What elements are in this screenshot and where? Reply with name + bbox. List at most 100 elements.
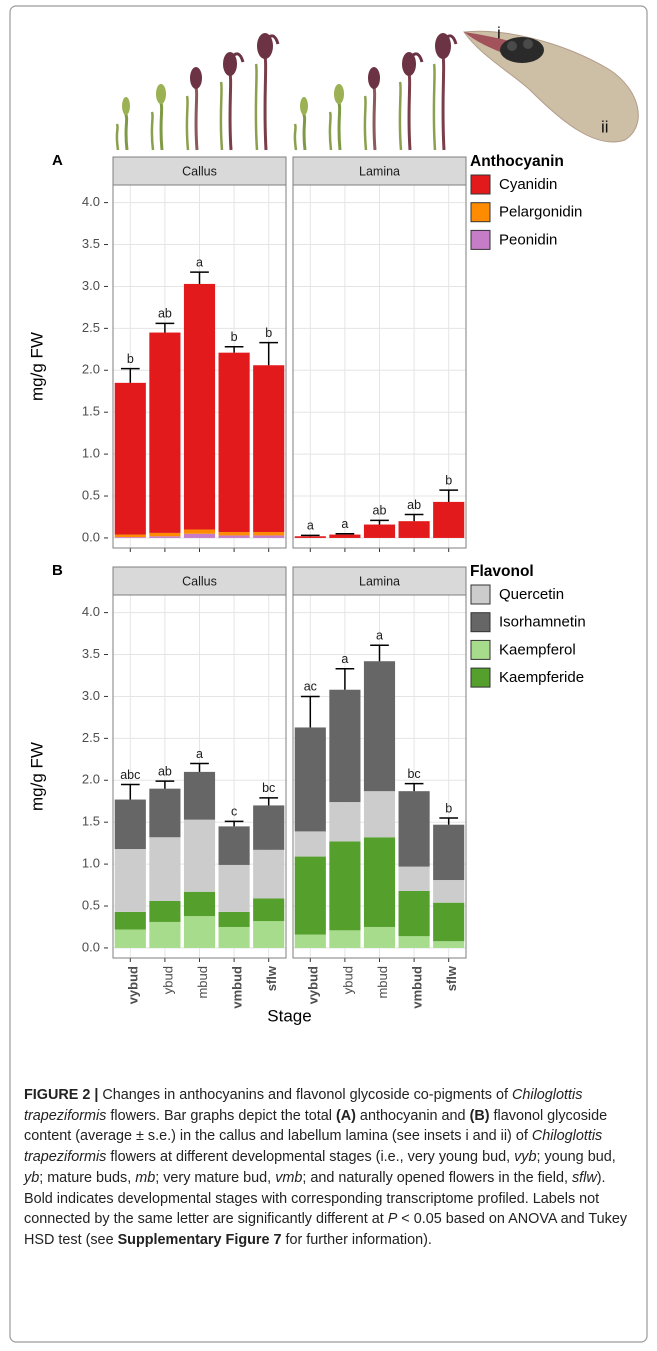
caption-run: vmb (275, 1169, 303, 1186)
bar-segment (294, 856, 326, 935)
legend-label: Peonidin (499, 231, 557, 248)
callus-gland (507, 41, 517, 51)
bar-segment (433, 941, 465, 948)
bar-segment (149, 921, 181, 948)
flower-stem (363, 95, 368, 151)
bar-segment (433, 880, 465, 903)
error-bar (224, 820, 244, 827)
flower-petal (264, 34, 280, 45)
significance-letter: b (265, 326, 272, 340)
bar-segment (329, 534, 361, 538)
bar-segment (363, 791, 396, 838)
y-tick-label: 3.5 (82, 236, 100, 251)
y-tick-label: 1.5 (82, 404, 100, 419)
significance-letter: a (341, 652, 348, 666)
flower-bud (402, 52, 416, 76)
caption-run: P (387, 1211, 398, 1228)
bar-segment (329, 689, 361, 803)
caption-run: ). Bold indicates developmental stages w… (24, 1169, 606, 1228)
significance-letter: ac (304, 680, 317, 694)
flower-bud (156, 84, 166, 104)
y-tick-label: 2.5 (82, 320, 100, 335)
bar-segment (294, 536, 326, 538)
y-tick-label: 3.0 (82, 278, 100, 293)
facet-strip (112, 156, 287, 186)
facet-strip (292, 566, 467, 596)
bar-segment (218, 352, 250, 533)
bar-segment (183, 819, 216, 892)
caption-run: sflw (571, 1169, 597, 1186)
significance-letter: ab (158, 307, 172, 321)
bar-segment (218, 864, 250, 912)
bar-segment (114, 382, 146, 535)
bar-segment (363, 661, 396, 792)
flower-stem (432, 63, 437, 151)
significance-letter: ab (373, 504, 387, 518)
caption-run: Chiloglottis trapeziformis (24, 1128, 603, 1166)
bar-segment (114, 929, 146, 948)
facet-strip (292, 156, 467, 186)
caption-run: flowers at different developmental stage… (106, 1149, 515, 1166)
bar-segment (433, 902, 465, 942)
caption-run: ; and naturally opened flowers in the fi… (302, 1169, 572, 1186)
x-tick-label: vybud (306, 966, 321, 1004)
bar-segment (183, 916, 216, 948)
bar-segment (398, 791, 430, 867)
bar-segment (149, 837, 181, 901)
legend-key (470, 202, 491, 223)
flower-stem (193, 83, 199, 151)
error-bar (155, 322, 175, 333)
legend-label: Pelargonidin (499, 204, 582, 221)
bar-segment (149, 532, 181, 537)
bar-segment (253, 849, 285, 899)
bar-segment (329, 930, 361, 948)
error-bar (370, 519, 389, 525)
caption: FIGURE 2 | Changes in anthocyanins and f… (24, 1085, 636, 1251)
legend-key (470, 229, 491, 250)
significance-letter: b (445, 473, 452, 487)
callus-photo (500, 37, 544, 63)
x-tick-label: ybud (160, 966, 175, 994)
flower-stem (115, 123, 120, 151)
y-axis-label: mg/g FW (27, 742, 46, 811)
significance-letter: b (127, 352, 134, 366)
x-tick-label: sflw (264, 965, 279, 991)
legend-key (470, 174, 491, 195)
bar-segment (398, 866, 430, 891)
bar-segment (253, 532, 285, 536)
bar-segment (363, 926, 396, 948)
caption-run: Chiloglottis trapeziformis (24, 1087, 583, 1124)
error-bar (335, 668, 355, 690)
x-tick-label: vmbud (410, 966, 425, 1009)
flower-bud (122, 97, 130, 115)
x-tick-label: vmbud (230, 966, 245, 1009)
significance-letter: bc (262, 781, 275, 795)
inset-label: ii (601, 117, 609, 136)
legend-label: Kaempferol (499, 641, 576, 658)
facet-label: Lamina (359, 164, 400, 178)
legend-key (470, 612, 491, 633)
panel-label: A (52, 152, 63, 169)
y-tick-label: 3.5 (82, 646, 100, 661)
significance-letter: b (231, 330, 238, 344)
legend-key (470, 639, 491, 660)
error-bar (120, 783, 140, 800)
bar-segment (149, 788, 181, 838)
lamina-photo (463, 30, 639, 143)
figure-border (9, 5, 648, 1343)
facet-strip (112, 566, 287, 596)
caption-run: flowers. Bar graphs depict the total (106, 1107, 336, 1124)
caption-run: (B) (469, 1107, 490, 1124)
caption-run: (A) (335, 1107, 356, 1124)
flower-stem (293, 123, 298, 151)
bar-segment (183, 529, 216, 534)
caption-run: mb (135, 1169, 156, 1186)
significance-letter: abc (120, 768, 140, 782)
inset-label: i (497, 23, 501, 42)
x-tick-label: vybud (126, 966, 141, 1004)
bar-segment (114, 537, 146, 538)
bar-segment (218, 535, 250, 538)
bar-segment (149, 536, 181, 538)
bar-segment (294, 934, 326, 948)
